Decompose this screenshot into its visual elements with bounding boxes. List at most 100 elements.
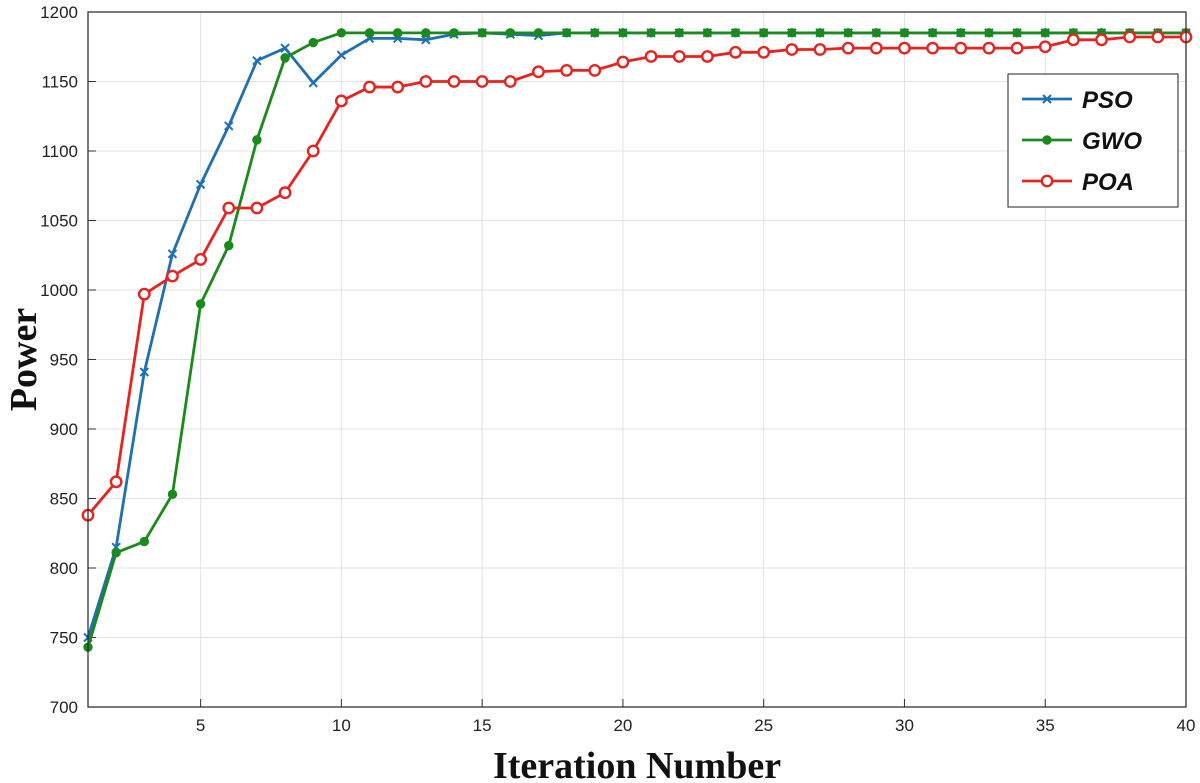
x-tick-label: 35	[1036, 716, 1055, 735]
point-gwo	[252, 135, 262, 145]
x-tick-label: 20	[613, 716, 632, 735]
y-tick-label: 1150	[41, 73, 78, 92]
point-poa	[926, 41, 940, 55]
point-gwo	[674, 28, 684, 38]
legend-marker	[1042, 94, 1052, 104]
point-gwo	[449, 28, 459, 38]
point-gwo	[590, 28, 600, 38]
point-gwo	[730, 28, 741, 38]
point-poa	[532, 65, 545, 79]
legend-item-poa: POA	[1022, 169, 1134, 196]
point-gwo	[505, 28, 516, 38]
point-gwo	[927, 28, 938, 38]
legend-label: PSO	[1082, 87, 1133, 114]
point-gwo	[336, 28, 347, 38]
point-gwo	[139, 536, 150, 547]
point-poa	[137, 287, 151, 301]
point-gwo	[758, 28, 769, 38]
x-tick-label: 25	[754, 716, 773, 735]
y-tick-label: 750	[50, 629, 78, 648]
point-poa	[700, 50, 714, 63]
point-gwo	[224, 240, 234, 251]
point-gwo	[787, 28, 797, 38]
point-poa	[334, 94, 348, 108]
point-gwo	[899, 28, 910, 38]
x-tick-label: 5	[196, 716, 205, 735]
point-poa	[560, 63, 574, 77]
point-gwo	[533, 28, 544, 38]
point-poa	[785, 43, 799, 56]
point-pso	[421, 35, 431, 45]
tick-labels: 700 750 800 850 900 950 1000 1050 1100 1150 1200 5 1…	[40, 3, 1195, 735]
point-poa	[1066, 33, 1080, 47]
point-gwo	[280, 53, 290, 63]
point-poa	[757, 45, 771, 59]
point-gwo	[1012, 28, 1022, 38]
series-line-poa	[86, 35, 1186, 517]
plot-frame	[87, 11, 1187, 708]
point-pso	[336, 50, 347, 60]
point-poa	[306, 144, 320, 158]
point-gwo	[392, 28, 403, 38]
legend-label: POA	[1082, 169, 1134, 196]
x-tick-label: 15	[473, 716, 492, 735]
point-gwo	[561, 28, 572, 38]
point-pso	[195, 179, 206, 190]
legend-marker	[1040, 174, 1054, 188]
point-poa	[841, 41, 855, 55]
point-poa	[1010, 41, 1024, 55]
point-poa	[419, 75, 433, 88]
point-poa	[1038, 40, 1052, 54]
point-gwo	[871, 28, 882, 38]
point-gwo	[956, 28, 966, 38]
point-gwo	[646, 28, 656, 38]
point-gwo	[421, 28, 431, 38]
x-tick-label: 30	[895, 716, 914, 735]
point-poa	[194, 253, 208, 266]
legend-marker	[1042, 135, 1052, 145]
legend-item-gwo: GWO	[1022, 128, 1142, 155]
point-poa	[447, 75, 461, 88]
y-tick-label: 900	[50, 420, 78, 439]
series-lines	[81, 28, 1193, 652]
y-tick-label: 950	[50, 351, 78, 370]
point-poa	[391, 80, 405, 94]
point-gwo	[195, 299, 206, 309]
point-poa	[982, 41, 996, 55]
point-poa	[813, 43, 827, 56]
point-poa	[1095, 33, 1108, 47]
point-poa	[898, 41, 911, 55]
point-poa	[588, 63, 602, 77]
point-poa	[222, 201, 236, 215]
point-poa	[278, 186, 292, 200]
point-pso	[308, 78, 318, 88]
point-poa	[250, 201, 264, 215]
point-pso	[252, 55, 262, 66]
point-gwo	[477, 28, 487, 38]
y-tick-label: 1050	[40, 212, 78, 231]
y-axis-title: Power	[3, 308, 45, 412]
point-poa	[503, 75, 517, 88]
point-gwo	[618, 28, 628, 38]
point-gwo	[815, 28, 825, 38]
point-poa	[729, 45, 742, 59]
point-poa	[869, 41, 883, 55]
point-gwo	[843, 28, 853, 38]
point-poa	[1123, 30, 1137, 44]
y-tick-label: 800	[50, 559, 78, 578]
point-poa	[109, 475, 123, 489]
y-tick-label: 1000	[40, 281, 78, 300]
point-gwo	[308, 37, 318, 48]
point-poa	[166, 269, 179, 283]
series-poa	[81, 30, 1193, 522]
point-poa	[672, 50, 686, 63]
point-gwo	[364, 28, 375, 38]
point-gwo	[1040, 28, 1050, 38]
point-poa	[954, 41, 968, 55]
point-poa	[475, 75, 489, 88]
point-poa	[363, 80, 376, 94]
x-tick-label: 10	[332, 716, 351, 735]
legend: PSO GWO POA	[1007, 73, 1179, 208]
